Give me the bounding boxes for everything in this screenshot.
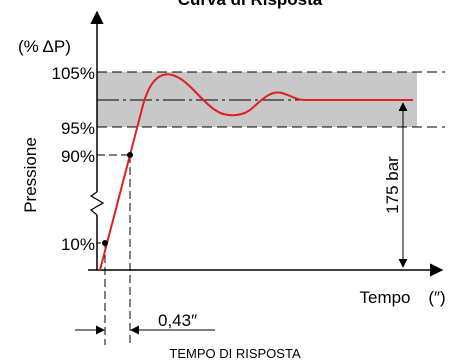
title: Curva di Risposta xyxy=(178,0,323,9)
x-label: Tempo xyxy=(359,288,410,307)
level-label: 90% xyxy=(61,147,95,166)
y-unit: (% ΔP) xyxy=(18,37,71,56)
y-label: Pressione xyxy=(21,137,40,213)
axis-break xyxy=(89,191,105,216)
point-90 xyxy=(127,152,133,158)
level-label: 10% xyxy=(61,235,95,254)
pressure-label: 175 bar xyxy=(383,156,402,214)
response-time: 0,43″ xyxy=(158,311,197,330)
response-curve xyxy=(99,73,413,271)
level-label: 95% xyxy=(61,119,95,138)
x-unit: (″) xyxy=(428,288,445,307)
response-caption: TEMPO DI RISPOSTA xyxy=(169,346,301,361)
level-label: 105% xyxy=(52,64,95,83)
point-10 xyxy=(102,240,108,246)
